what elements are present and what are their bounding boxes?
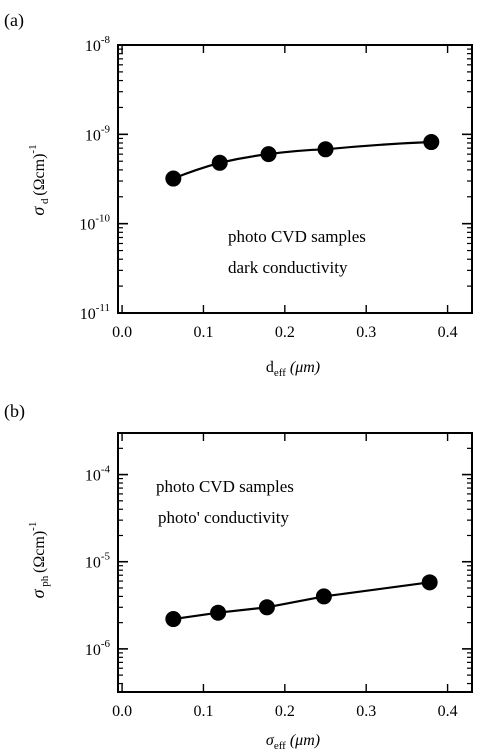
y-tick-label: 10-9	[85, 123, 111, 144]
panel-label: (a)	[4, 10, 24, 31]
data-point	[421, 574, 438, 591]
y-tick-label: 10-4	[85, 464, 111, 485]
x-tick-label: 0.3	[356, 324, 376, 341]
annotation-text: photo' conductivity	[158, 508, 290, 527]
y-tick-label: 10-6	[85, 638, 111, 659]
x-tick-label: 0.1	[193, 703, 213, 720]
y-axis-label: σ d (Ωcm)-1	[27, 144, 51, 215]
y-tick-label: 10-5	[85, 551, 111, 572]
x-tick-label: 0.0	[112, 703, 132, 720]
x-axis-label: σeff (μm)	[266, 732, 320, 752]
y-tick-label: 10-8	[85, 34, 111, 55]
annotation-text: photo CVD samples	[228, 227, 366, 246]
x-tick-label: 0.0	[112, 324, 132, 341]
x-tick-label: 0.3	[356, 703, 376, 720]
annotation-text: dark conductivity	[228, 258, 348, 277]
data-point	[315, 588, 332, 605]
x-tick-label: 0.1	[193, 324, 213, 341]
data-point	[165, 170, 182, 187]
chart-panel-b: (b) 10-4 10-5 10-6 0.0 0.1 0.2 0.3 0.4 σ ph (Ωcm)…	[4, 401, 473, 752]
plot-frame	[117, 432, 473, 693]
data-point	[210, 604, 227, 621]
data-point	[423, 134, 440, 151]
data-point	[211, 154, 228, 171]
panel-label: (b)	[4, 401, 25, 422]
data-point	[258, 599, 275, 616]
x-tick-label: 0.2	[275, 324, 295, 341]
x-axis-label: deff (μm)	[266, 359, 320, 379]
data-point	[317, 141, 334, 158]
data-point	[260, 146, 277, 163]
annotation-text: photo CVD samples	[156, 477, 294, 496]
y-tick-label: 10-10	[79, 213, 110, 234]
chart-panel-a: (a) 10-8 10-9 10-10 10-110.0 0.1 0.2 0.3 0.4 σ d …	[4, 10, 473, 379]
series-line	[172, 140, 432, 180]
data-point	[165, 611, 182, 628]
x-tick-label: 0.2	[275, 703, 295, 720]
x-tick-label: 0.4	[438, 324, 458, 341]
y-axis-label: σ ph (Ωcm)-1	[27, 522, 51, 599]
x-tick-label: 0.4	[438, 703, 458, 720]
plot-frame	[117, 44, 473, 314]
y-tick-label: 10-11	[80, 302, 110, 323]
